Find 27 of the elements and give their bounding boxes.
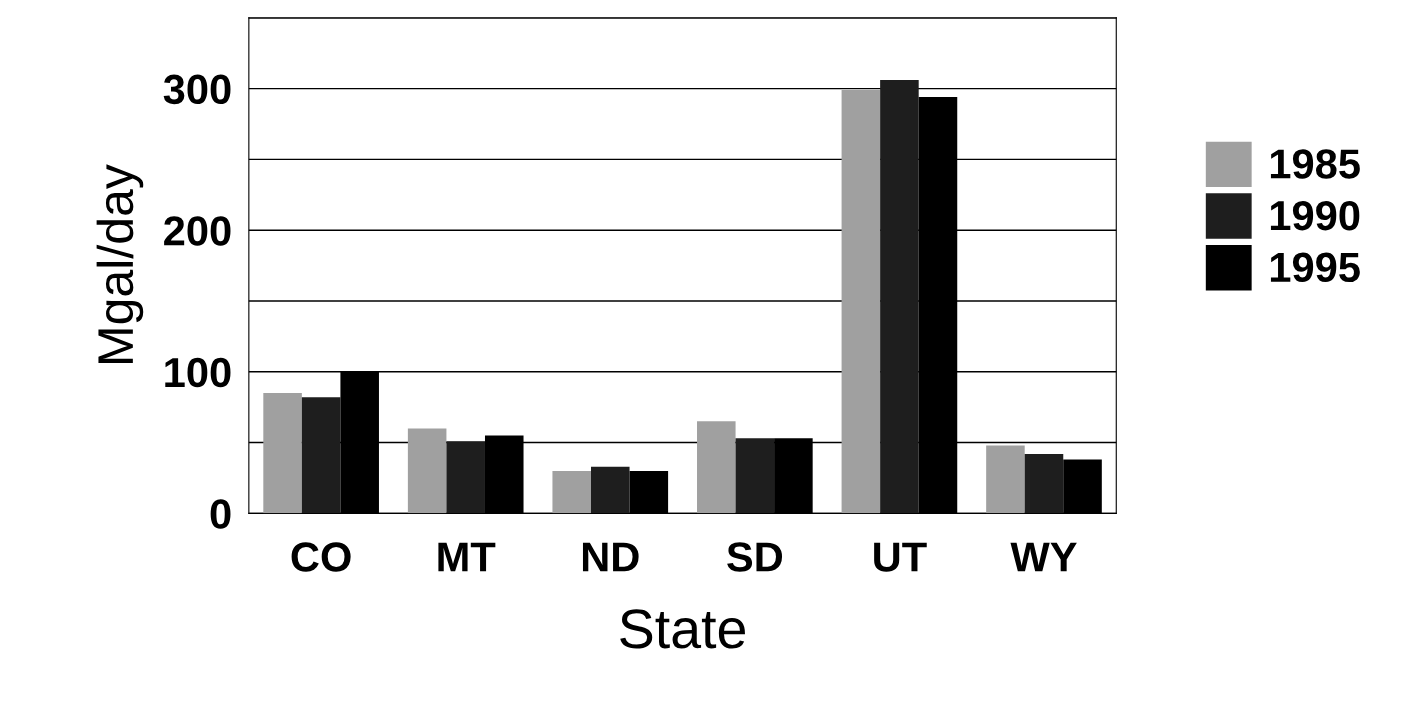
x-tick-label: CO xyxy=(291,542,351,572)
legend-label: 1995 xyxy=(1270,252,1360,283)
y-axis-title: Mgal/day xyxy=(96,164,144,363)
y-tick-label: 100 xyxy=(165,357,231,388)
x-tick-label: UT xyxy=(874,542,927,572)
bar xyxy=(841,90,881,514)
y-tick-label: 300 xyxy=(163,74,231,105)
y-tick-label: 200 xyxy=(164,216,231,246)
y-tick-label: 0 xyxy=(210,499,231,529)
bar xyxy=(1024,453,1064,514)
bar xyxy=(697,421,736,514)
x-tick-label: MT xyxy=(438,542,496,572)
bar xyxy=(986,445,1025,514)
bar xyxy=(263,393,302,514)
legend-label: 1990 xyxy=(1270,200,1360,231)
bar xyxy=(735,438,775,514)
x-tick-label: ND xyxy=(582,542,639,572)
bar xyxy=(591,466,630,514)
bar xyxy=(407,428,447,514)
x-tick-label: WY xyxy=(1010,542,1077,572)
bar xyxy=(301,397,341,514)
bar xyxy=(552,470,591,514)
legend-label: 1985 xyxy=(1270,149,1360,179)
bar xyxy=(446,441,485,514)
bar xyxy=(880,80,919,514)
x-axis-title: State xyxy=(620,609,745,649)
x-tick-label: SD xyxy=(727,542,783,572)
